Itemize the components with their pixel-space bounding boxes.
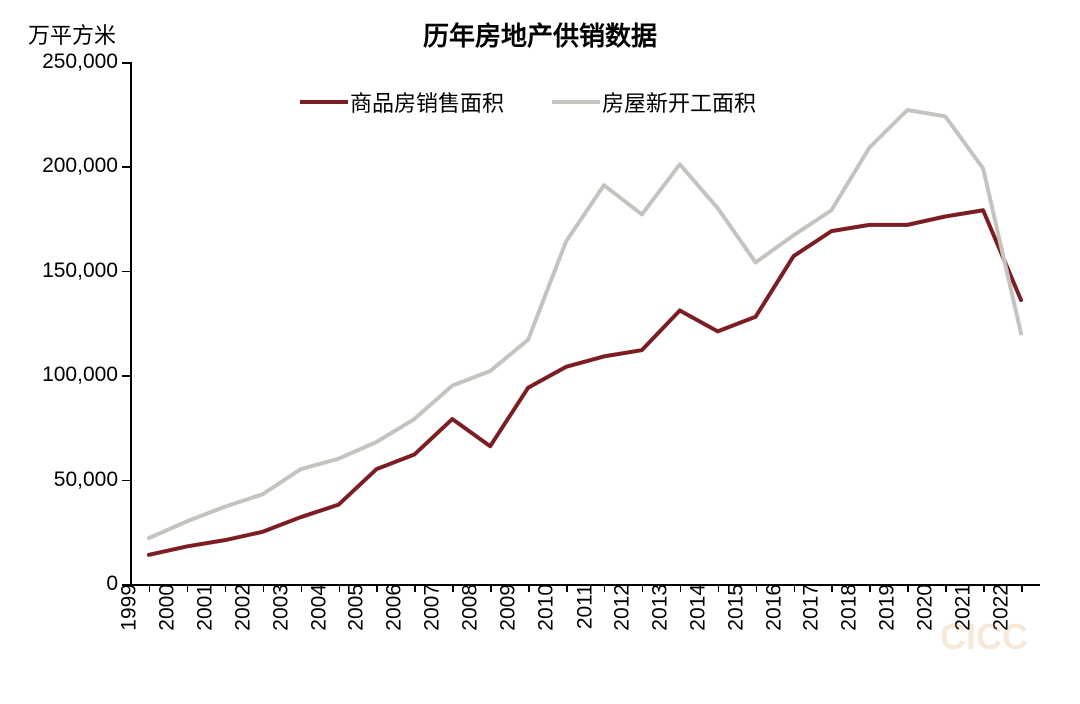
x-tick-label: 2018	[830, 584, 862, 631]
y-tick-label: 150,000	[42, 259, 130, 283]
chart-container: 历年房地产供销数据 万平方米 050,000100,000150,000200,…	[0, 0, 1080, 704]
x-tick-label: 2008	[451, 584, 483, 631]
y-tick-label: 50,000	[54, 468, 130, 492]
x-tick-label: 2019	[868, 584, 900, 631]
x-tick-label: 1999	[110, 584, 142, 631]
legend-swatch	[300, 100, 348, 104]
x-tick-label: 2005	[337, 584, 369, 631]
x-tick-label: 2004	[299, 584, 331, 631]
x-tick-label: 2001	[185, 584, 217, 631]
series-line-0	[149, 210, 1021, 555]
legend-label: 商品房销售面积	[350, 86, 504, 118]
legend-item: 房屋新开工面积	[552, 86, 756, 118]
x-tick-label: 2017	[792, 584, 824, 631]
x-tick-label: 2015	[716, 584, 748, 631]
x-tick-label: 2009	[489, 584, 521, 631]
x-tick	[1021, 584, 1023, 592]
plot-area: 050,000100,000150,000200,000250,00019992…	[130, 62, 1040, 584]
x-tick-label: 2000	[148, 584, 180, 631]
x-tick-label: 2012	[603, 584, 635, 631]
series-line-1	[149, 110, 1021, 538]
x-tick-label: 2021	[944, 584, 976, 631]
x-tick-label: 2022	[982, 584, 1014, 631]
x-tick-label: 2013	[640, 584, 672, 631]
x-tick-label: 2016	[754, 584, 786, 631]
x-tick-label: 2014	[678, 584, 710, 631]
x-tick-label: 2007	[413, 584, 445, 631]
legend-item: 商品房销售面积	[300, 86, 504, 118]
x-tick-label: 2020	[906, 584, 938, 631]
chart-lines	[130, 62, 1040, 584]
x-tick-label: 2011	[565, 584, 597, 629]
x-tick-label: 2010	[527, 584, 559, 631]
chart-title: 历年房地产供销数据	[0, 16, 1080, 53]
legend-swatch	[552, 100, 600, 104]
y-axis-unit-label: 万平方米	[28, 18, 116, 50]
y-tick-label: 250,000	[42, 50, 130, 74]
x-tick-label: 2002	[223, 584, 255, 631]
y-tick-label: 200,000	[42, 154, 130, 178]
x-tick-label: 2006	[375, 584, 407, 631]
legend: 商品房销售面积 房屋新开工面积	[300, 86, 756, 118]
y-tick-label: 100,000	[42, 363, 130, 387]
x-tick-label: 2003	[261, 584, 293, 631]
legend-label: 房屋新开工面积	[602, 86, 756, 118]
